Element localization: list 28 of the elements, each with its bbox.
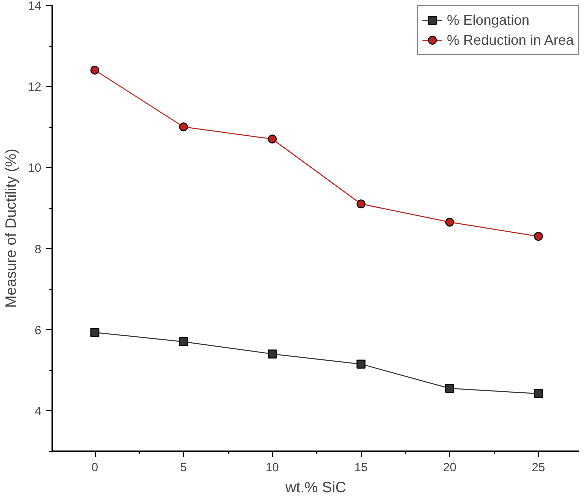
point	[534, 389, 544, 398]
point	[534, 232, 544, 242]
y-tick-label: 14	[28, 0, 42, 13]
y-tick-label: 6	[34, 323, 42, 338]
x-tick-label: 20	[443, 460, 457, 474]
x-tick-label: 0	[92, 460, 99, 474]
legend-label: % Elongation	[447, 12, 530, 28]
point	[179, 122, 188, 132]
point	[268, 134, 278, 144]
point	[90, 328, 100, 338]
x-tick-label: 25	[532, 460, 546, 474]
point	[179, 338, 188, 347]
y-tick-label: 4	[34, 404, 42, 418]
legend-label: % Reduction in Area	[447, 32, 574, 48]
x-tick-label: 5	[180, 460, 188, 474]
x-tick-label: 15	[354, 460, 368, 474]
y-tick-label: 12	[28, 80, 42, 94]
y-tick-label: 10	[28, 161, 42, 176]
point	[90, 66, 100, 75]
x-axis-title: wt.% SiC	[284, 480, 347, 496]
point	[268, 350, 278, 359]
point	[356, 200, 366, 209]
point	[356, 360, 366, 369]
x-tick-label: 10	[266, 460, 280, 474]
y-tick-label: 8	[34, 242, 42, 256]
point	[445, 218, 454, 227]
y-axis-title: Measure of Ductility (%)	[3, 148, 20, 308]
point	[445, 384, 454, 394]
